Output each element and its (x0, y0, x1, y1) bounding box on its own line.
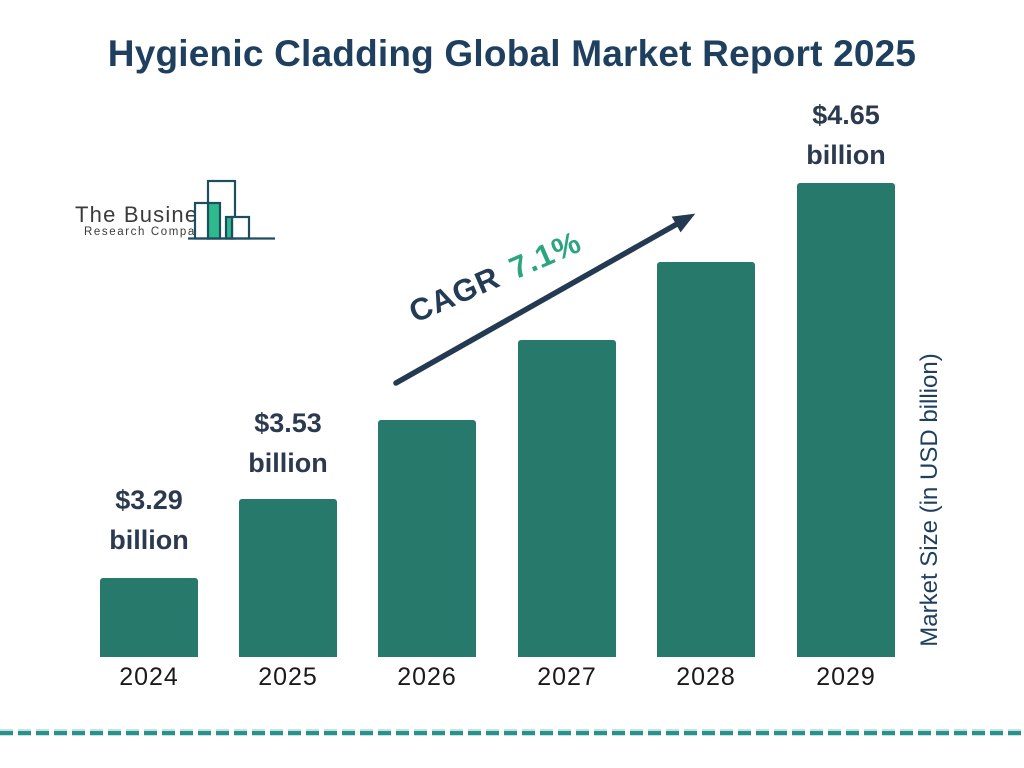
y-axis-label: Market Size (in USD billion) (916, 353, 943, 647)
cagr-value: 7.1% (504, 224, 587, 287)
x-tick-label-2027: 2027 (537, 663, 597, 691)
bar-2027 (518, 340, 616, 657)
company-logo: The Business Research Company (75, 175, 290, 247)
bar-2026 (378, 420, 476, 657)
value-label-2025: $3.53 billion (208, 403, 368, 483)
value-label-amount: $4.65 (812, 100, 880, 130)
bar-2025 (239, 499, 337, 657)
value-label-2024: $3.29 billion (69, 480, 229, 560)
x-tick-label-2026: 2026 (397, 663, 457, 691)
logo-name-line2: Research Company (84, 226, 212, 238)
x-tick-label-2028: 2028 (676, 663, 736, 691)
value-label-unit: billion (248, 448, 328, 478)
value-label-unit: billion (806, 140, 886, 170)
chart-title: Hygienic Cladding Global Market Report 2… (107, 33, 917, 74)
x-tick-label-2029: 2029 (816, 663, 876, 691)
bar-2029 (797, 183, 895, 657)
bottom-dashed-divider (0, 729, 1024, 736)
cagr-annotation: CAGR7.1% (403, 221, 588, 333)
value-label-amount: $3.29 (115, 485, 183, 515)
cagr-prefix: CAGR (403, 259, 506, 330)
value-label-unit: billion (109, 525, 189, 555)
value-label-2029: $4.65 billion (766, 95, 926, 175)
logo-bars-icon (188, 179, 275, 240)
x-tick-label-2025: 2025 (258, 663, 318, 691)
x-tick-label-2024: 2024 (119, 663, 179, 691)
bar-2028 (657, 262, 755, 657)
bar-2024 (100, 578, 198, 657)
value-label-amount: $3.53 (254, 408, 322, 438)
bottom-dashed-divider-core (0, 730, 1024, 735)
